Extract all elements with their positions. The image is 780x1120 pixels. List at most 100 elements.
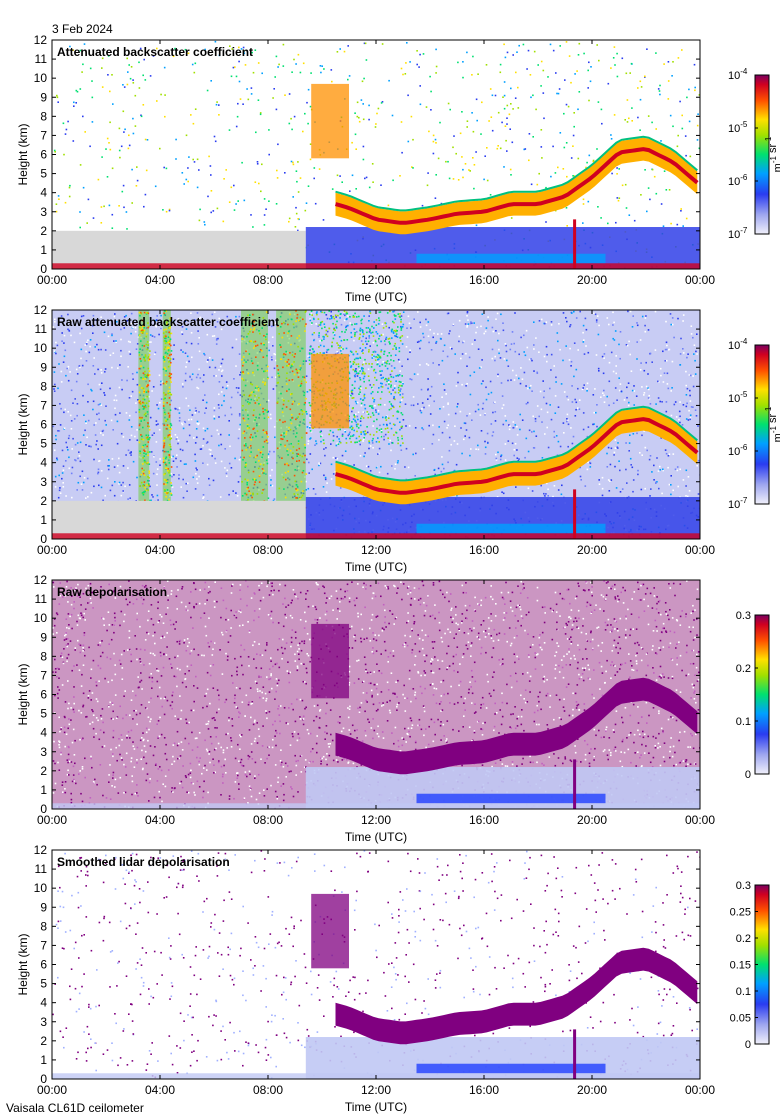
- x-tick-label: 00:00: [37, 273, 67, 287]
- colorbar-tick-label: 0.25: [730, 907, 751, 919]
- colorbar-tick-label: 10-4: [728, 337, 748, 352]
- y-tick-label: 2: [40, 764, 47, 778]
- y-tick-label: 8: [40, 649, 47, 663]
- y-tick-label: 8: [40, 379, 47, 393]
- x-tick-label: 00:00: [685, 543, 715, 557]
- colorbar-tick-label: 0: [745, 1039, 751, 1051]
- y-tick-label: 12: [34, 33, 48, 47]
- y-tick-label: 12: [34, 573, 48, 587]
- x-tick-label: 04:00: [145, 1083, 175, 1097]
- x-tick-label: 00:00: [685, 1083, 715, 1097]
- colorbar-3: 0.3 0.2 0.1 0: [736, 610, 770, 781]
- colorbar-tick-label: 0: [745, 769, 751, 781]
- y-tick-label: 0: [40, 802, 47, 816]
- colorbar-tick-label: 10-5: [728, 390, 748, 405]
- y-tick-label: 10: [34, 881, 48, 895]
- y-axis-label: Height (km): [16, 123, 30, 185]
- x-tick-label: 16:00: [469, 813, 499, 827]
- colorbar-tick-label: 0.1: [736, 716, 751, 728]
- x-tick-label: 12:00: [361, 813, 391, 827]
- y-tick-label: 11: [35, 592, 48, 606]
- x-tick-label: 16:00: [469, 543, 499, 557]
- colorbar-unit: m-1 sr-1: [764, 136, 780, 172]
- x-tick-label: 12:00: [361, 543, 391, 557]
- x-tick-label: 16:00: [469, 1083, 499, 1097]
- y-tick-label: 12: [34, 303, 48, 317]
- panel-title: Smoothed lidar depolarisation: [57, 855, 230, 869]
- colorbar-tick-label: 0.05: [730, 1013, 751, 1025]
- colorbar-tick-label: 0.3: [736, 880, 751, 892]
- y-tick-label: 8: [40, 109, 47, 123]
- y-tick-label: 6: [40, 148, 47, 162]
- colorbar-2: 10-4 10-5 10-6 10-7 m-1 sr-1: [728, 337, 780, 511]
- colorbar-tick-label: 10-6: [728, 443, 748, 458]
- y-tick-label: 3: [40, 475, 47, 489]
- x-tick-label: 00:00: [37, 543, 67, 557]
- panel-title: Attenuated backscatter coefficient: [57, 45, 253, 59]
- colorbar-tick-label: 10-7: [728, 496, 748, 511]
- x-axis-label: Time (UTC): [345, 560, 407, 574]
- y-tick-label: 6: [40, 418, 47, 432]
- x-tick-label: 08:00: [253, 543, 283, 557]
- x-tick-label: 08:00: [253, 813, 283, 827]
- y-tick-label: 0: [40, 1072, 47, 1086]
- y-tick-label: 11: [35, 52, 48, 66]
- y-tick-label: 0: [40, 532, 47, 546]
- y-tick-label: 4: [40, 456, 47, 470]
- y-tick-label: 10: [34, 611, 48, 625]
- y-tick-label: 5: [40, 707, 47, 721]
- y-tick-label: 11: [35, 862, 48, 876]
- x-tick-label: 12:00: [361, 273, 391, 287]
- x-axis-label: Time (UTC): [345, 1100, 407, 1114]
- x-tick-label: 08:00: [253, 273, 283, 287]
- y-tick-label: 1: [40, 513, 47, 527]
- y-tick-label: 9: [40, 900, 47, 914]
- y-tick-label: 7: [40, 128, 47, 142]
- y-tick-label: 10: [34, 71, 48, 85]
- colorbar-tick-label: 0.2: [736, 933, 751, 945]
- x-tick-label: 00:00: [685, 273, 715, 287]
- x-tick-label: 16:00: [469, 273, 499, 287]
- panel-title: Raw depolarisation: [57, 585, 167, 599]
- y-tick-label: 5: [40, 977, 47, 991]
- y-tick-label: 9: [40, 360, 47, 374]
- y-tick-label: 2: [40, 224, 47, 238]
- y-tick-label: 6: [40, 958, 47, 972]
- y-tick-label: 2: [40, 494, 47, 508]
- y-tick-label: 1: [40, 783, 47, 797]
- y-axis-label: Height (km): [16, 933, 30, 995]
- x-axis-label: Time (UTC): [345, 290, 407, 304]
- y-tick-label: 10: [34, 341, 48, 355]
- x-tick-label: 04:00: [145, 543, 175, 557]
- y-tick-label: 3: [40, 745, 47, 759]
- date-label: 3 Feb 2024: [52, 22, 113, 36]
- y-tick-label: 3: [40, 205, 47, 219]
- x-tick-label: 20:00: [577, 543, 607, 557]
- colorbar-tick-label: 0.2: [736, 663, 751, 675]
- x-tick-label: 00:00: [37, 813, 67, 827]
- colorbar-tick-label: 10-6: [728, 173, 748, 188]
- x-tick-label: 20:00: [577, 1083, 607, 1097]
- y-tick-label: 6: [40, 688, 47, 702]
- x-tick-label: 20:00: [577, 813, 607, 827]
- x-tick-label: 00:00: [37, 1083, 67, 1097]
- y-tick-label: 8: [40, 919, 47, 933]
- y-tick-label: 1: [40, 1053, 47, 1067]
- x-tick-label: 04:00: [145, 273, 175, 287]
- y-tick-label: 7: [40, 938, 47, 952]
- panel-title: Raw attenuated backscatter coefficient: [57, 315, 279, 329]
- y-tick-label: 3: [40, 1015, 47, 1029]
- colorbar-unit: m-1 sr-1: [764, 406, 780, 442]
- y-tick-label: 2: [40, 1034, 47, 1048]
- y-tick-label: 9: [40, 90, 47, 104]
- y-tick-label: 7: [40, 398, 47, 412]
- colorbar-tick-label: 0.15: [730, 960, 751, 972]
- y-tick-label: 0: [40, 262, 47, 276]
- x-tick-label: 20:00: [577, 273, 607, 287]
- y-tick-label: 4: [40, 726, 47, 740]
- y-axis-label: Height (km): [16, 663, 30, 725]
